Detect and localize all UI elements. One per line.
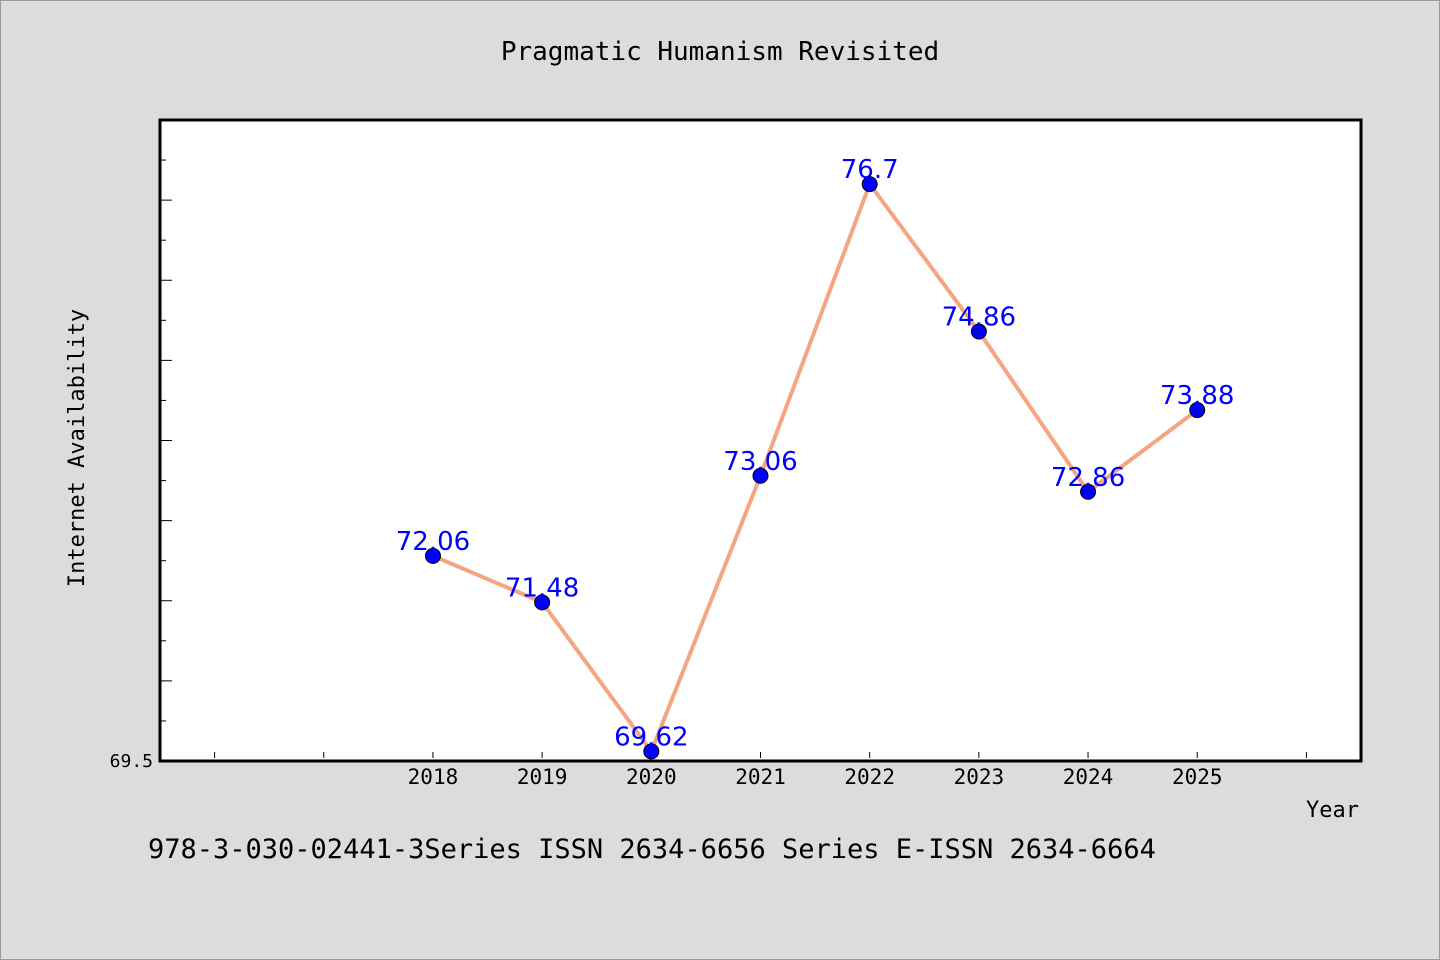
x-axis-ticks: 2018 2019 2020 2021 2022 2023 2024 2025 [214, 752, 1307, 789]
data-label: 69.62 [614, 722, 688, 752]
data-label: 74.86 [942, 303, 1016, 333]
x-tick-label: 2024 [1063, 765, 1114, 789]
x-tick-label: 2018 [408, 765, 459, 789]
data-point [1080, 483, 1097, 500]
data-point [1189, 402, 1206, 419]
x-tick-label: 2019 [517, 765, 568, 789]
data-point [643, 743, 660, 760]
data-label: 73.06 [723, 447, 797, 477]
y-axis-ticks [160, 119, 172, 762]
x-tick-label: 2022 [844, 765, 895, 789]
data-point [861, 176, 878, 193]
x-axis-title: Year [1306, 798, 1359, 823]
chart-title: Pragmatic Humanism Revisited [501, 37, 939, 67]
series-group: 72.06 71.48 69.62 73.06 76.7 74.86 72.86 73.88 [396, 155, 1234, 760]
x-tick-label: 2023 [954, 765, 1005, 789]
data-label: 73.88 [1160, 381, 1234, 411]
data-point [534, 594, 551, 611]
data-label: 76.7 [841, 155, 899, 185]
data-point [424, 547, 441, 564]
x-tick-label: 2025 [1172, 765, 1223, 789]
data-label: 72.86 [1051, 463, 1125, 493]
data-label: 71.48 [505, 573, 579, 603]
y-tick-label: 69.5 [110, 751, 153, 772]
y-axis-title: Internet Availability [65, 309, 90, 587]
x-tick-label: 2021 [735, 765, 786, 789]
data-point [752, 467, 769, 484]
x-tick-label: 2020 [626, 765, 677, 789]
plot-area [158, 118, 1363, 763]
data-label: 72.06 [396, 527, 470, 557]
series-line [432, 182, 1199, 754]
data-point [970, 323, 987, 340]
footer-text: 978-3-030-02441-3Series ISSN 2634-6656 S… [148, 834, 1156, 865]
